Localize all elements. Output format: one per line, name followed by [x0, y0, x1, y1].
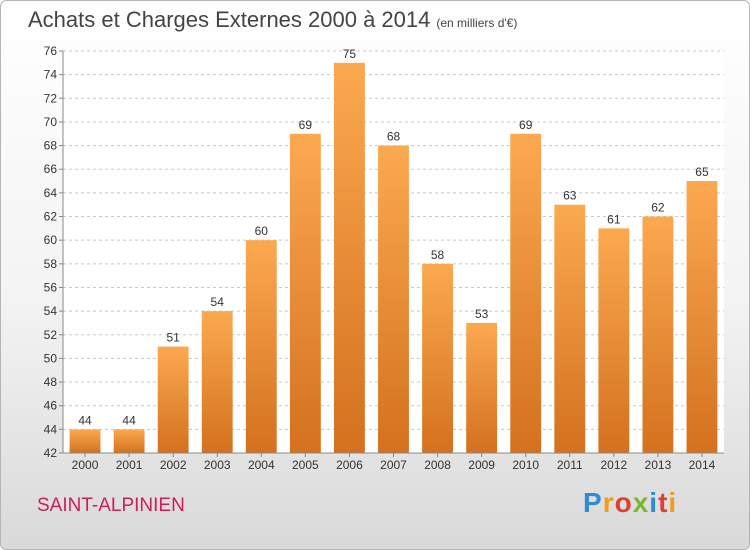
data-label: 60: [255, 224, 269, 238]
y-tick-label: 58: [44, 257, 58, 271]
y-tick-label: 44: [44, 422, 58, 436]
bar-2014: [686, 181, 718, 453]
x-tick-label: 2007: [380, 458, 407, 472]
bars: [69, 62, 718, 454]
bar-2011: [554, 204, 586, 453]
data-label: 58: [431, 248, 445, 262]
data-label: 68: [387, 130, 401, 144]
data-label: 69: [519, 118, 533, 132]
data-labels: 44 44 51 54 60 69 75 68 58 53 69 63 61 62 65: [78, 47, 709, 428]
y-tick-label: 60: [44, 233, 58, 247]
logo-letter: i: [668, 487, 678, 518]
bar-2013: [642, 216, 674, 453]
bar-2007: [378, 145, 409, 453]
bar-2008: [422, 263, 453, 453]
x-tick-label: 2010: [512, 458, 539, 472]
data-label: 75: [343, 47, 357, 61]
y-tick-label: 48: [44, 375, 58, 389]
bar-2003: [201, 311, 233, 453]
data-label: 63: [563, 189, 577, 203]
y-tick-label: 54: [44, 304, 58, 318]
x-tick-label: 2004: [248, 458, 275, 472]
x-tick-label: 2008: [424, 458, 451, 472]
bar-2005: [289, 133, 321, 453]
data-label: 62: [651, 201, 665, 215]
y-tick-label: 66: [44, 162, 58, 176]
y-tick-label: 42: [44, 446, 58, 460]
y-tick-label: 50: [44, 351, 58, 365]
y-tick-label: 70: [44, 115, 58, 129]
y-tick-label: 64: [44, 186, 58, 200]
x-tick-label: 2005: [292, 458, 319, 472]
bar-2004: [245, 240, 277, 453]
bar-2000: [69, 429, 101, 453]
y-tick-label: 46: [44, 399, 58, 413]
y-axis-ticks: 42 44 46 48 50 52 54 56 58 60 62 64 66 68 70 72 74 76: [44, 44, 63, 460]
bar-2009: [466, 322, 498, 453]
commune-name: SAINT-ALPINIEN: [37, 495, 185, 516]
data-label: 44: [78, 413, 92, 427]
logo-letter: i: [649, 487, 659, 518]
proxiti-logo: Proxiti: [583, 487, 677, 519]
data-label: 61: [607, 212, 621, 226]
x-tick-label: 2003: [204, 458, 231, 472]
x-tick-label: 2012: [600, 458, 627, 472]
y-tick-label: 76: [44, 44, 58, 58]
bar-2006: [334, 62, 365, 454]
chart-title-text: Achats et Charges Externes 2000 à 2014: [28, 7, 431, 32]
bar-2001: [113, 429, 145, 453]
y-tick-label: 74: [44, 68, 58, 82]
data-label: 51: [166, 331, 180, 345]
x-tick-label: 2000: [72, 458, 99, 472]
data-label: 65: [695, 165, 709, 179]
logo-letter: x: [632, 487, 650, 518]
y-tick-label: 52: [44, 328, 58, 342]
y-tick-label: 72: [44, 91, 58, 105]
logo-letter: P: [583, 487, 603, 518]
y-tick-label: 62: [44, 210, 58, 224]
data-label: 69: [299, 118, 313, 132]
x-tick-label: 2013: [645, 458, 672, 472]
bar-2010: [510, 133, 542, 453]
y-tick-label: 56: [44, 280, 58, 294]
x-axis-ticks: 2000 2001 2002 2003 2004 2005 2006 2007 2008 2009…: [72, 453, 716, 472]
x-tick-label: 2006: [336, 458, 363, 472]
data-label: 44: [122, 413, 136, 427]
logo-letter: r: [602, 487, 615, 518]
data-label: 54: [211, 295, 225, 309]
x-tick-label: 2001: [116, 458, 143, 472]
x-tick-label: 2009: [468, 458, 495, 472]
x-tick-label: 2011: [557, 458, 583, 472]
x-tick-label: 2002: [160, 458, 187, 472]
data-label: 53: [475, 307, 489, 321]
chart-title: Achats et Charges Externes 2000 à 2014 (e…: [28, 7, 517, 33]
logo-letter: o: [614, 487, 633, 518]
chart-subtitle: (en milliers d'€): [436, 16, 518, 30]
bar-2012: [598, 228, 630, 453]
bar-2002: [157, 346, 189, 453]
logo-letter: t: [658, 487, 669, 518]
y-tick-label: 68: [44, 139, 58, 153]
x-tick-label: 2014: [689, 458, 716, 472]
